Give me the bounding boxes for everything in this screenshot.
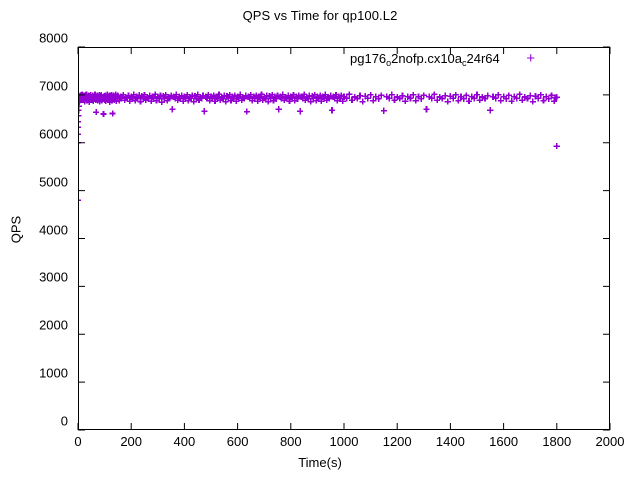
y-tick-label: 1000 xyxy=(39,365,68,381)
x-tick-label: 1600 xyxy=(489,434,519,449)
x-tick-label: 400 xyxy=(173,434,196,449)
scatter-points-layer xyxy=(78,91,560,204)
y-axis-label: QPS xyxy=(8,215,24,244)
x-tick-label: 2000 xyxy=(595,434,625,449)
x-tick-label: 800 xyxy=(279,434,302,449)
x-tick-label: 1800 xyxy=(542,434,572,449)
y-tick-label: 2000 xyxy=(39,317,68,333)
y-tick-label: 6000 xyxy=(39,126,68,142)
x-tick-label: 1200 xyxy=(382,434,412,449)
y-tick-label: 5000 xyxy=(39,174,68,190)
y-tick-label: 8000 xyxy=(39,30,68,46)
x-axis-label: Time(s) xyxy=(298,455,342,470)
x-tick-label: 1400 xyxy=(435,434,465,449)
y-tick-label: 0 xyxy=(60,413,68,429)
y-tick-label: 3000 xyxy=(39,269,68,285)
x-tick-label: 0 xyxy=(74,434,82,449)
plot-area xyxy=(78,47,610,430)
legend-entry-label: pg176o2nofp.cx10ac24r64 xyxy=(350,50,500,68)
x-tick-label: 200 xyxy=(120,434,143,449)
legend-marker-plus-icon: + xyxy=(526,49,536,67)
x-tick-label: 1000 xyxy=(329,434,359,449)
x-tick-label: 600 xyxy=(226,434,249,449)
y-tick-label: 7000 xyxy=(39,78,68,94)
chart-legend: pg176o2nofp.cx10ac24r64 + xyxy=(350,49,554,68)
chart-title: QPS vs Time for qp100.L2 xyxy=(242,8,398,23)
